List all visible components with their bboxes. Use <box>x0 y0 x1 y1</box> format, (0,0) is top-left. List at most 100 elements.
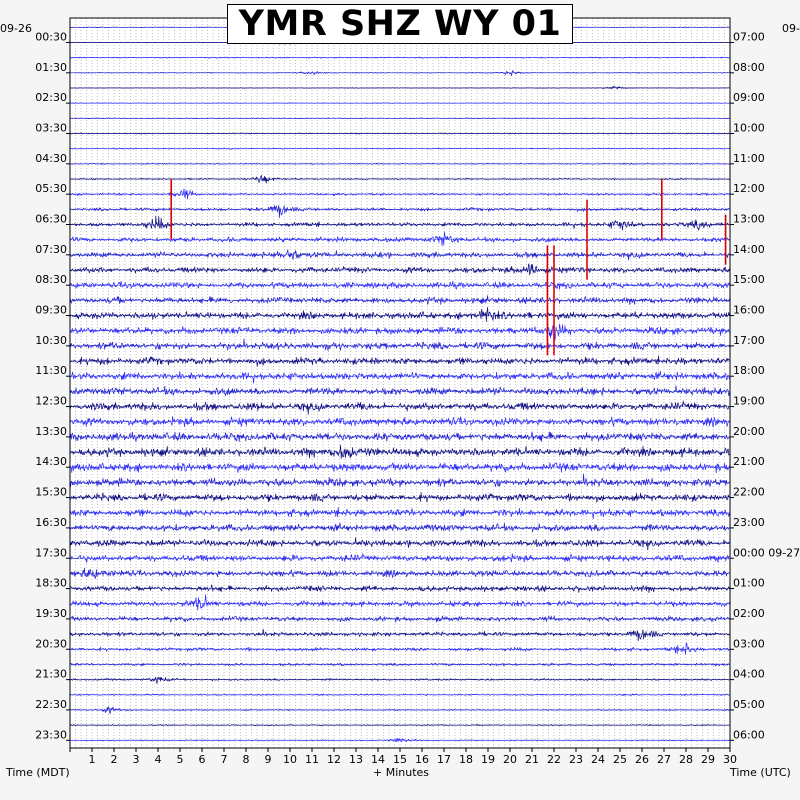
x-tick-label: 5 <box>177 753 184 766</box>
left-tick-label: 22:30 <box>35 698 67 711</box>
left-tick-label: 13:30 <box>35 425 67 438</box>
x-tick-label: 3 <box>133 753 140 766</box>
left-tick-label: 06:30 <box>35 213 67 226</box>
seismic-trace <box>69 323 730 341</box>
seismic-trace <box>69 205 730 218</box>
seismic-trace <box>69 355 730 367</box>
x-tick-label: 14 <box>371 753 385 766</box>
seismic-trace <box>69 507 730 520</box>
seismic-trace <box>69 385 730 397</box>
x-tick-label: 2 <box>111 753 118 766</box>
right-tick-label: 12:00 <box>733 182 765 195</box>
right-tick-label: 08:00 <box>733 61 765 74</box>
left-tick-label: 07:30 <box>35 243 67 256</box>
x-tick-label: 13 <box>349 753 363 766</box>
x-tick-label: 8 <box>243 753 250 766</box>
seismic-trace <box>69 642 730 655</box>
seismic-trace <box>70 117 730 120</box>
right-date-label: 09- <box>782 22 800 35</box>
seismic-trace <box>69 553 730 563</box>
left-tick-label: 11:30 <box>35 364 67 377</box>
seismic-trace <box>69 492 730 503</box>
seismic-trace <box>69 102 730 104</box>
x-tick-label: 28 <box>679 753 693 766</box>
seismic-trace <box>69 431 730 442</box>
left-tick-label: 15:30 <box>35 486 67 499</box>
x-tick-label: 11 <box>305 753 319 766</box>
left-tick-label: 12:30 <box>35 395 67 408</box>
seismic-traces <box>69 26 730 743</box>
x-tick-label: 4 <box>155 753 162 766</box>
seismic-trace <box>69 537 730 551</box>
seismic-trace <box>69 231 730 247</box>
seismic-trace <box>69 444 730 459</box>
left-time-axis: 00:30 01:30 02:30 03:30 04:30 05:30 06:30 07:30… <box>35 30 70 741</box>
seismic-trace <box>69 162 730 166</box>
right-tick-label: 10:00 <box>733 121 765 134</box>
left-tick-label: 04:30 <box>35 152 67 165</box>
seismic-trace <box>69 370 730 384</box>
left-tick-label: 01:30 <box>35 61 67 74</box>
right-tick-label: 22:00 <box>733 486 765 499</box>
x-tick-label: 21 <box>525 753 539 766</box>
right-axis-label: Time (UTC) <box>730 766 791 779</box>
seismic-trace <box>69 400 730 415</box>
x-tick-label: 6 <box>199 753 206 766</box>
seismic-trace <box>69 338 730 351</box>
left-date-label: 09-26 <box>0 22 32 35</box>
seismic-trace <box>69 295 730 305</box>
right-tick-label: 13:00 <box>733 213 765 226</box>
seismic-trace <box>69 307 730 322</box>
left-tick-label: 14:30 <box>35 455 67 468</box>
x-tick-label: 27 <box>657 753 671 766</box>
left-tick-label: 09:30 <box>35 304 67 317</box>
seismic-trace <box>69 693 730 697</box>
x-tick-label: 12 <box>327 753 341 766</box>
right-tick-label: 18:00 <box>733 364 765 377</box>
clipped-spikes <box>170 179 727 356</box>
seismic-trace <box>69 628 730 642</box>
x-tick-label: 24 <box>591 753 605 766</box>
x-tick-label: 15 <box>393 753 407 766</box>
seismic-trace <box>69 615 730 623</box>
right-tick-label: 11:00 <box>733 152 765 165</box>
seismic-trace <box>69 662 730 667</box>
x-tick-label: 30 <box>723 753 737 766</box>
right-tick-label: 05:00 <box>733 698 765 711</box>
seismic-trace <box>69 567 730 580</box>
x-axis-label: + Minutes <box>373 766 430 779</box>
left-tick-label: 10:30 <box>35 334 67 347</box>
left-tick-label: 08:30 <box>35 273 67 286</box>
x-axis: 1 2 3 4 5 6 7 8 9 10 11 12 13 14 15 16 17 18 19 20 21 22 23 24 2… <box>69 748 737 766</box>
seismic-trace <box>69 737 730 743</box>
right-tick-label: 00:00 09-27 <box>733 546 800 559</box>
seismic-trace <box>69 584 730 593</box>
seismic-trace <box>69 188 730 200</box>
seismic-trace <box>69 280 730 290</box>
left-tick-label: 23:30 <box>35 728 67 741</box>
left-tick-label: 00:30 <box>35 30 67 43</box>
seismic-trace <box>69 175 730 184</box>
right-tick-label: 02:00 <box>733 607 765 620</box>
x-tick-label: 29 <box>701 753 715 766</box>
x-tick-label: 23 <box>569 753 583 766</box>
seismic-trace <box>69 416 730 428</box>
x-tick-label: 19 <box>481 753 495 766</box>
seismic-trace <box>69 70 730 77</box>
right-tick-label: 03:00 <box>733 637 765 650</box>
x-tick-label: 17 <box>437 753 451 766</box>
right-tick-label: 04:00 <box>733 668 765 681</box>
x-tick-label: 9 <box>265 753 272 766</box>
left-tick-label: 21:30 <box>35 668 67 681</box>
right-tick-label: 19:00 <box>733 395 765 408</box>
seismic-trace <box>69 56 730 59</box>
x-tick-label: 1 <box>89 753 96 766</box>
right-tick-label: 23:00 <box>733 516 765 529</box>
left-tick-label: 16:30 <box>35 516 67 529</box>
left-tick-label: 18:30 <box>35 577 67 590</box>
seismic-trace <box>69 473 730 488</box>
seismic-trace <box>69 522 730 533</box>
right-tick-label: 20:00 <box>733 425 765 438</box>
x-tick-label: 22 <box>547 753 561 766</box>
